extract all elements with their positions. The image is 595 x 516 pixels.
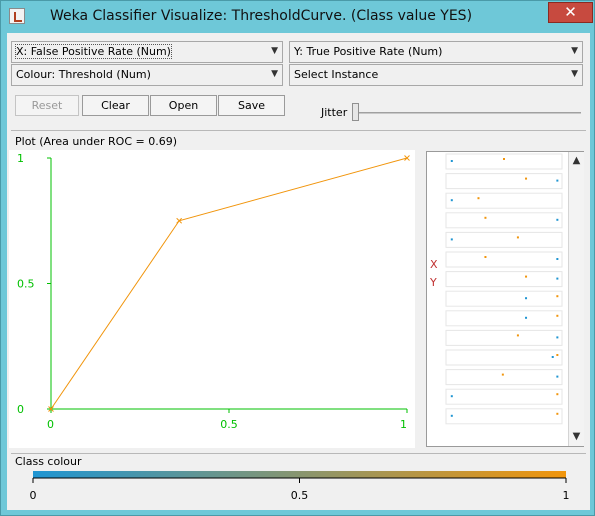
save-button[interactable]: Save [218,95,285,116]
attribute-strip [445,231,563,248]
strip-point-orange [477,197,480,200]
strip-point-blue [450,238,453,241]
y-axis-select-value: Y: True Positive Rate (Num) [294,45,443,58]
attribute-strip [445,329,563,346]
x-tick-label: 0.5 [220,418,238,431]
y-tick-label: 0 [17,403,24,416]
class-colour-scale: 0 0.5 1 [30,477,570,502]
chevron-down-icon[interactable]: ▼ [572,431,581,442]
open-button[interactable]: Open [150,95,217,116]
divider [11,453,586,454]
attribute-strip [445,290,563,307]
attribute-panel[interactable]: X Y ▲ ▼ [426,151,584,447]
reset-button[interactable]: Reset [15,95,79,116]
attribute-strip [445,173,563,190]
strip-point-orange [525,275,528,278]
jitter-slider-track[interactable] [359,112,581,114]
strip-point-orange [484,216,487,219]
roc-point [404,155,410,161]
y-tick-label: 1 [17,152,24,165]
chevron-down-icon: ▼ [271,46,278,56]
y-axis-marker: Y [430,276,437,289]
strip-point-blue [525,297,528,300]
strip-point-blue [450,199,453,202]
roc-point [176,217,183,224]
colour-select-value: Colour: Threshold (Num) [16,68,151,81]
attribute-strip [445,408,563,425]
attribute-strips-svg [445,153,563,425]
strip-point-blue [556,218,559,221]
strip-point-orange [516,236,519,239]
clear-button[interactable]: Clear [82,95,149,116]
x-tick-label: 0 [47,418,54,431]
strip-point-orange [525,177,528,180]
strip-point-orange [556,354,559,356]
divider [11,130,586,131]
strip-point-orange [516,334,519,337]
scale-tick-label: 1 [563,489,570,502]
strip-point-blue [450,395,453,398]
side-panel-scrollbar[interactable]: ▲ ▼ [568,152,584,446]
attribute-strip [445,192,563,209]
y-tick-label: 0.5 [17,278,35,291]
strip-point-blue [556,277,559,280]
strip-point-blue [556,336,559,339]
close-button[interactable]: ✕ [548,2,593,23]
select-instance-value: Select Instance [294,68,379,81]
strip-point-orange [484,256,487,258]
attribute-strip [445,251,563,268]
plot-title: Plot (Area under ROC = 0.69) [15,135,178,148]
attribute-strip [445,212,563,229]
attribute-strip [445,369,563,386]
roc-plot-svg: 0 0.5 1 0 0.5 1 [17,152,410,431]
strip-point-orange [556,412,559,415]
attribute-strip [445,271,563,288]
scale-tick-label: 0.5 [291,489,309,502]
strip-point-blue [556,179,559,182]
title-bar[interactable]: Weka Classifier Visualize: ThresholdCurv… [1,1,595,33]
chevron-up-icon[interactable]: ▲ [572,155,581,166]
window-title: Weka Classifier Visualize: ThresholdCurv… [49,8,473,24]
jitter-slider-thumb[interactable] [352,103,359,121]
roc-curve-line [50,157,408,410]
strip-point-orange [556,295,559,298]
strip-point-blue [450,414,453,417]
strip-point-orange [556,393,559,396]
strip-point-orange [501,373,504,376]
chevron-down-icon: ▼ [571,46,578,56]
strip-point-blue [525,316,528,319]
strip-point-blue [551,356,554,358]
scale-tick-label: 0 [30,489,37,502]
roc-plot[interactable]: 0 0.5 1 0 0.5 1 [9,150,415,448]
strip-point-orange [556,314,559,317]
attribute-strip [445,388,563,405]
x-axis-select[interactable]: X: False Positive Rate (Num) ▼ [11,41,283,63]
attribute-strip [445,310,563,327]
class-colour-label: Class colour [15,455,82,468]
weka-app-icon [9,8,25,24]
attribute-strip [445,153,563,170]
strip-point-orange [503,158,505,160]
client-area: X: False Positive Rate (Num) ▼ Y: True P… [7,33,590,510]
strip-point-blue [450,160,453,162]
roc-point [48,406,54,412]
x-axis-select-value: X: False Positive Rate (Num) [15,44,172,59]
select-instance-select[interactable]: Select Instance ▼ [289,64,583,86]
x-axis-marker: X [430,258,438,271]
colour-select[interactable]: Colour: Threshold (Num) ▼ [11,64,283,86]
x-tick-label: 1 [400,418,407,431]
y-axis-select[interactable]: Y: True Positive Rate (Num) ▼ [289,41,583,63]
strip-point-blue [556,375,559,378]
chevron-down-icon: ▼ [271,69,278,79]
jitter-label: Jitter [321,106,348,119]
chevron-down-icon: ▼ [571,69,578,79]
class-colour-gradient [33,471,566,478]
strip-point-blue [556,258,559,260]
attribute-strip [445,349,563,366]
